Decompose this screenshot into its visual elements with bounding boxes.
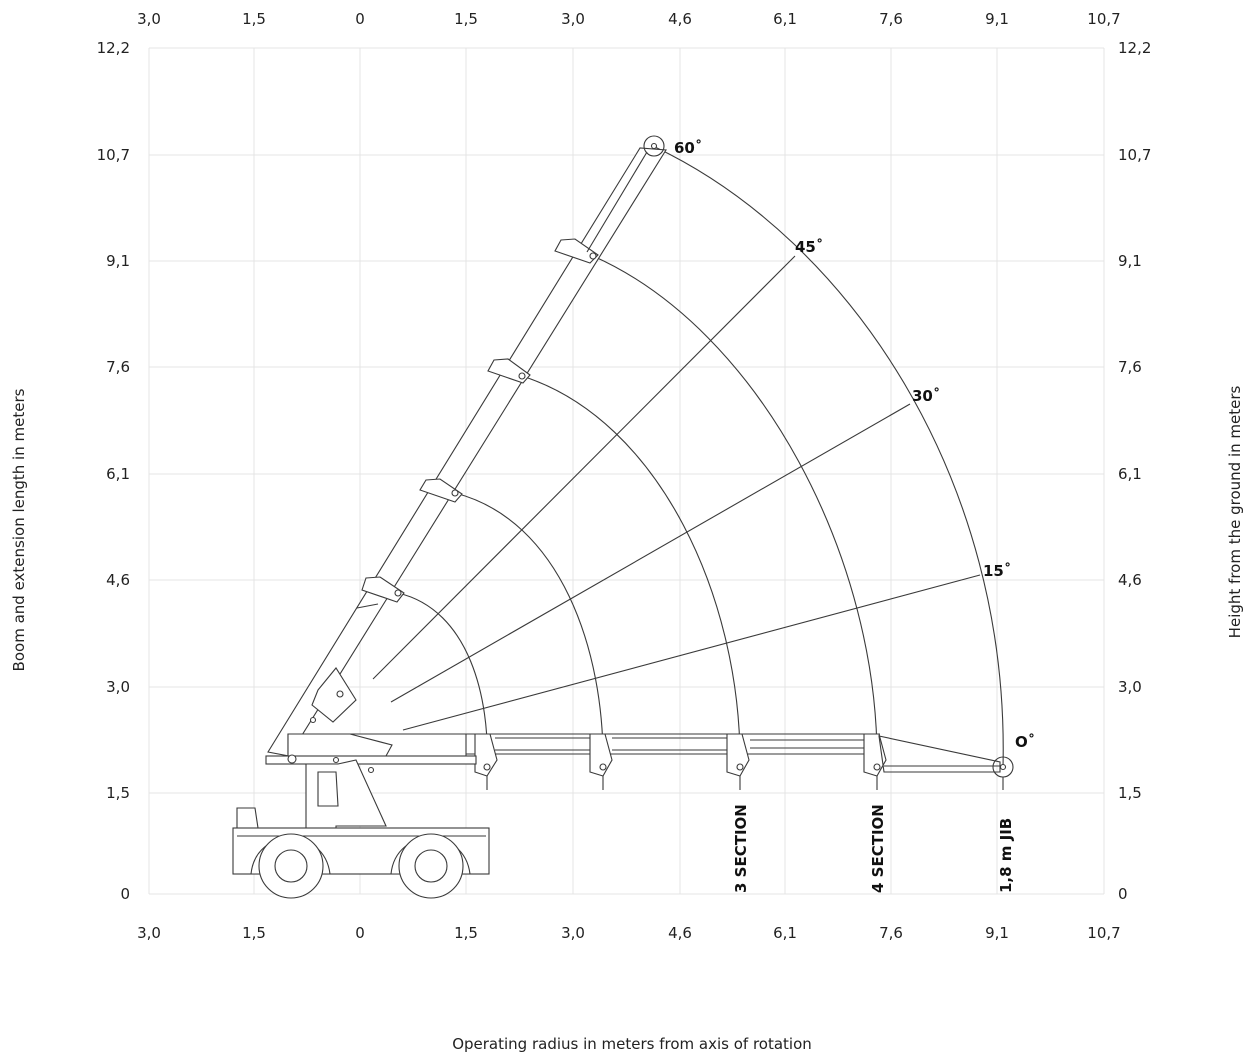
y-tick-label-left: 9,1 (106, 252, 130, 270)
x-tick-label-top: 1,5 (454, 10, 478, 28)
y-tick-label-right: 0 (1118, 885, 1128, 903)
y-tick-label-right: 3,0 (1118, 678, 1142, 696)
reach-arc-5 (654, 146, 1004, 768)
ray-45 (372, 255, 796, 680)
tick-labels: 3,0 3,0 1,5 1,5 0 0 1,5 1,5 3,0 3,0 4,6 4,6 6,1 6,1 7,… (97, 10, 1152, 942)
x-axis-title: Operating radius in meters from axis of … (452, 1035, 812, 1053)
y-tick-label-right: 6,1 (1118, 465, 1142, 483)
x-tick-label-bottom: 3,0 (137, 924, 161, 942)
x-tick-label-bottom: 1,5 (242, 924, 266, 942)
x-tick-label-top: 6,1 (773, 10, 797, 28)
angle-label-30: 30˚ (912, 387, 940, 405)
angle-label-0: O˚ (1015, 733, 1035, 751)
section-label-3: 3 SECTION (732, 804, 750, 893)
ray-15 (402, 574, 981, 731)
x-tick-label-top: 7,6 (879, 10, 903, 28)
reach-arc-3 (521, 375, 741, 768)
x-tick-label-bottom: 4,6 (668, 924, 692, 942)
angle-rays (372, 255, 981, 731)
boom-0deg (465, 733, 1014, 790)
x-tick-label-top: 10,7 (1087, 10, 1120, 28)
ray-30 (390, 403, 911, 703)
x-tick-label-bottom: 3,0 (561, 924, 585, 942)
x-tick-label-top: 3,0 (561, 10, 585, 28)
x-tick-label-bottom: 10,7 (1087, 924, 1120, 942)
reach-arcs (397, 146, 1004, 768)
y-tick-label-right: 10,7 (1118, 146, 1151, 164)
y-tick-label-right: 9,1 (1118, 252, 1142, 270)
x-tick-label-bottom: 6,1 (773, 924, 797, 942)
boom-tip-60 (643, 135, 665, 157)
y-tick-label-right: 1,5 (1118, 784, 1142, 802)
angle-label-15: 15˚ (983, 562, 1011, 580)
y-tick-label-left: 12,2 (97, 39, 130, 57)
y-tick-label-left: 0 (120, 885, 130, 903)
crane-carrier (232, 733, 490, 899)
x-tick-label-bottom: 9,1 (985, 924, 1009, 942)
y-tick-label-left: 6,1 (106, 465, 130, 483)
angle-label-45: 45˚ (795, 238, 823, 256)
y-tick-label-left: 4,6 (106, 571, 130, 589)
x-tick-label-top: 9,1 (985, 10, 1009, 28)
y-tick-label-left: 10,7 (97, 146, 130, 164)
y-tick-label-right: 7,6 (1118, 358, 1142, 376)
wheel-rear (258, 833, 324, 899)
reach-arc-2 (454, 492, 604, 768)
section-label-jib: 1,8 m JIB (997, 818, 1015, 893)
y-tick-label-left: 7,6 (106, 358, 130, 376)
x-tick-label-top: 0 (355, 10, 365, 28)
angle-label-60: 60˚ (674, 139, 702, 157)
wheel-front (398, 833, 464, 899)
x-tick-label-bottom: 7,6 (879, 924, 903, 942)
x-tick-label-top: 1,5 (242, 10, 266, 28)
y-axis-title-right: Height from the ground in meters (1226, 386, 1244, 639)
x-tick-label-bottom: 1,5 (454, 924, 478, 942)
boom-60deg (267, 135, 667, 757)
y-tick-label-left: 3,0 (106, 678, 130, 696)
reach-arc-4 (592, 255, 878, 768)
y-axis-title-left: Boom and extension length in meters (10, 388, 28, 671)
x-tick-label-top: 4,6 (668, 10, 692, 28)
y-tick-label-right: 4,6 (1118, 571, 1142, 589)
y-tick-label-left: 1,5 (106, 784, 130, 802)
x-tick-label-top: 3,0 (137, 10, 161, 28)
y-tick-label-right: 12,2 (1118, 39, 1151, 57)
section-label-4: 4 SECTION (869, 804, 887, 893)
x-tick-label-bottom: 0 (355, 924, 365, 942)
